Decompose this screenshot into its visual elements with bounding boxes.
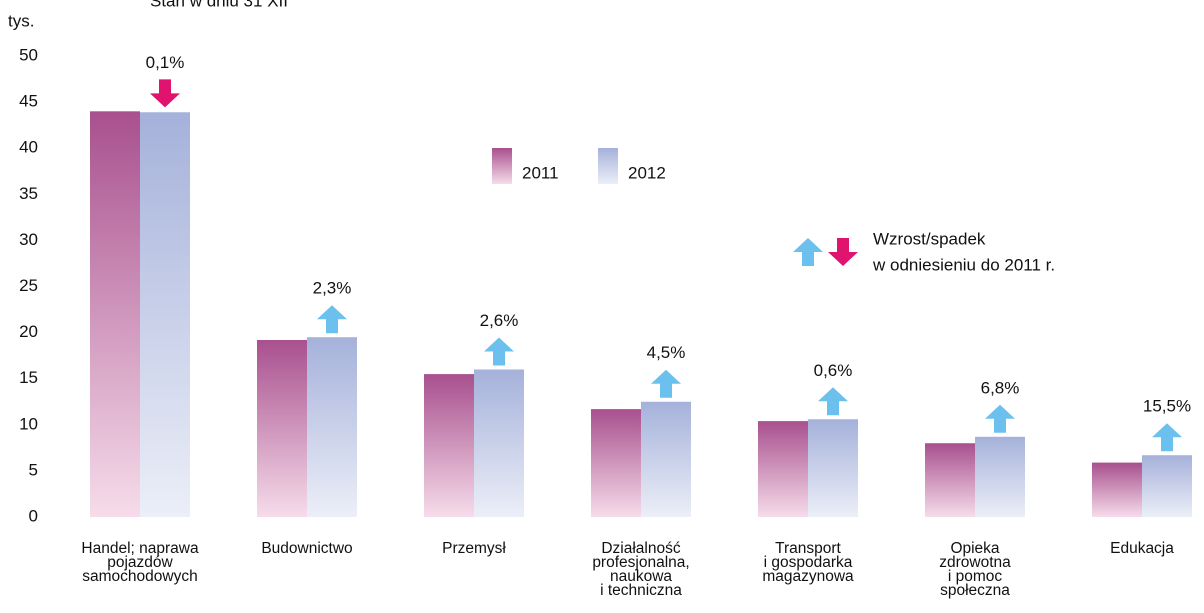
change-label: 0,1% bbox=[146, 53, 185, 72]
change-label: 0,6% bbox=[814, 361, 853, 380]
subtitle: Stan w dniu 31 XII bbox=[150, 0, 288, 10]
bar bbox=[808, 419, 858, 517]
y-tick-label: 20 bbox=[19, 322, 38, 341]
arrow-icon bbox=[985, 405, 1015, 433]
x-tick-label-line: Edukacja bbox=[1110, 540, 1174, 557]
bar bbox=[474, 369, 524, 517]
change-label: 2,3% bbox=[313, 279, 352, 298]
change-label: 2,6% bbox=[480, 311, 519, 330]
bar bbox=[140, 112, 190, 517]
legend-swatch bbox=[598, 148, 618, 184]
bar bbox=[758, 421, 808, 517]
x-tick-label-line: Budownictwo bbox=[261, 540, 352, 557]
y-unit: tys. bbox=[8, 11, 34, 30]
bar bbox=[641, 402, 691, 517]
x-tick-label: Przemysł bbox=[442, 540, 506, 557]
x-tick-label-line: Przemysł bbox=[442, 540, 506, 557]
arrow-icon bbox=[484, 337, 514, 365]
x-tick-label-line: samochodowych bbox=[82, 568, 197, 585]
x-tick-label-line: magazynowa bbox=[762, 568, 854, 585]
arrow-icon bbox=[150, 79, 180, 107]
arrow-icon bbox=[818, 387, 848, 415]
bar bbox=[925, 443, 975, 517]
arrow-icon bbox=[651, 370, 681, 398]
bar bbox=[257, 340, 307, 517]
y-tick-label: 45 bbox=[19, 92, 38, 111]
legend-label: 2011 bbox=[522, 163, 559, 182]
bar bbox=[1142, 455, 1192, 517]
y-tick-label: 5 bbox=[29, 460, 38, 479]
change-legend-text: w odniesieniu do 2011 r. bbox=[872, 255, 1055, 274]
chart: Stan w dniu 31 XII tys. 0 5 10 15 20 25 30 35 40… bbox=[0, 0, 1204, 613]
bar bbox=[90, 111, 140, 517]
x-tick-label: Edukacja bbox=[1110, 540, 1174, 557]
y-tick-label: 35 bbox=[19, 184, 38, 203]
legend-label: 2012 bbox=[628, 163, 666, 182]
change-label: 6,8% bbox=[981, 378, 1020, 397]
bar bbox=[307, 337, 357, 517]
bar bbox=[975, 437, 1025, 517]
y-tick-label: 25 bbox=[19, 276, 38, 295]
x-tick-label-line: społeczna bbox=[940, 582, 1010, 599]
y-tick-label: 0 bbox=[29, 506, 38, 525]
arrow-icon bbox=[828, 238, 858, 266]
y-tick-label: 40 bbox=[19, 138, 38, 157]
legend-swatch bbox=[492, 148, 512, 184]
change-legend-text: Wzrost/spadek bbox=[873, 229, 986, 248]
y-tick-label: 50 bbox=[19, 45, 38, 64]
bar bbox=[591, 409, 641, 517]
arrow-icon bbox=[793, 238, 823, 266]
y-tick-label: 30 bbox=[19, 230, 38, 249]
y-tick-label: 15 bbox=[19, 368, 38, 387]
y-tick-label: 10 bbox=[19, 414, 38, 433]
bar bbox=[1092, 463, 1142, 517]
arrow-icon bbox=[1152, 423, 1182, 451]
x-tick-label-line: i techniczna bbox=[600, 582, 682, 599]
bar bbox=[424, 374, 474, 517]
x-tick-label: Budownictwo bbox=[261, 540, 352, 557]
arrow-icon bbox=[317, 305, 347, 333]
change-label: 15,5% bbox=[1143, 397, 1191, 416]
change-label: 4,5% bbox=[647, 343, 686, 362]
